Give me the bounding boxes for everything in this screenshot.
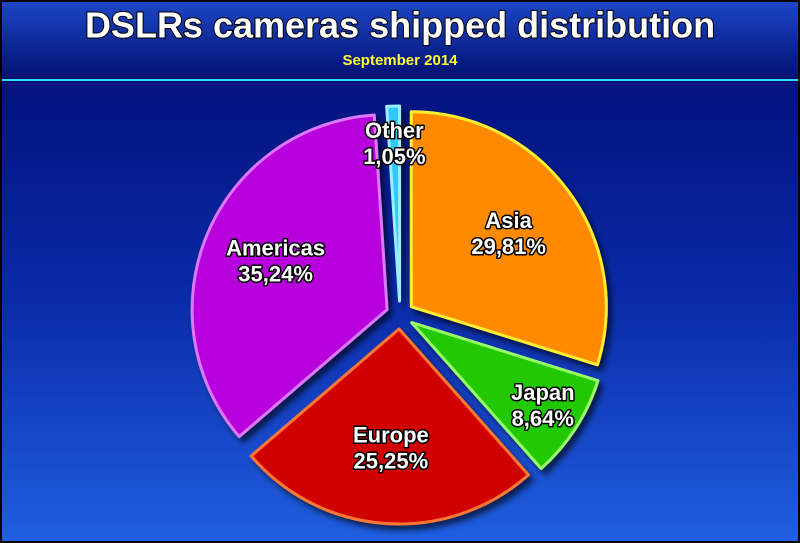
slice-value-label: 8,64% [512,406,574,431]
slice-label: Americas [226,236,325,261]
chart-subtitle: September 2014 [342,52,458,69]
slice-label: Europe [353,422,429,447]
pie-slice [249,327,530,526]
pie [190,104,608,526]
header [0,0,800,80]
slice-value-label: 35,24% [238,262,313,287]
slice-label: Asia [485,208,532,233]
pie-slice [190,113,389,439]
pie-slice [409,110,608,367]
slice-value-label: 1,05% [363,144,425,169]
slice-label: Other [365,118,424,143]
slice-value-label: 25,25% [354,448,429,473]
pie-slice [410,321,600,470]
chart-title: DSLRs cameras shipped distribution [85,5,715,46]
pie-slice [385,104,402,303]
slice-value-label: 29,81% [471,234,546,259]
slice-label: Japan [511,380,575,405]
